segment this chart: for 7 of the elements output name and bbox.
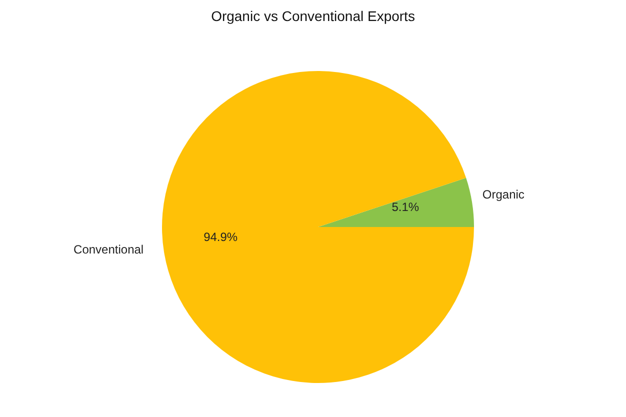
pie-slice [162,71,474,383]
data-label: 5.1% [392,200,420,214]
data-label: 94.9% [204,230,238,244]
slice-label: Organic [482,188,524,202]
chart-title: Organic vs Conventional Exports [210,8,416,24]
pie-slice [318,178,474,227]
slice-label: Conventional [74,242,144,256]
